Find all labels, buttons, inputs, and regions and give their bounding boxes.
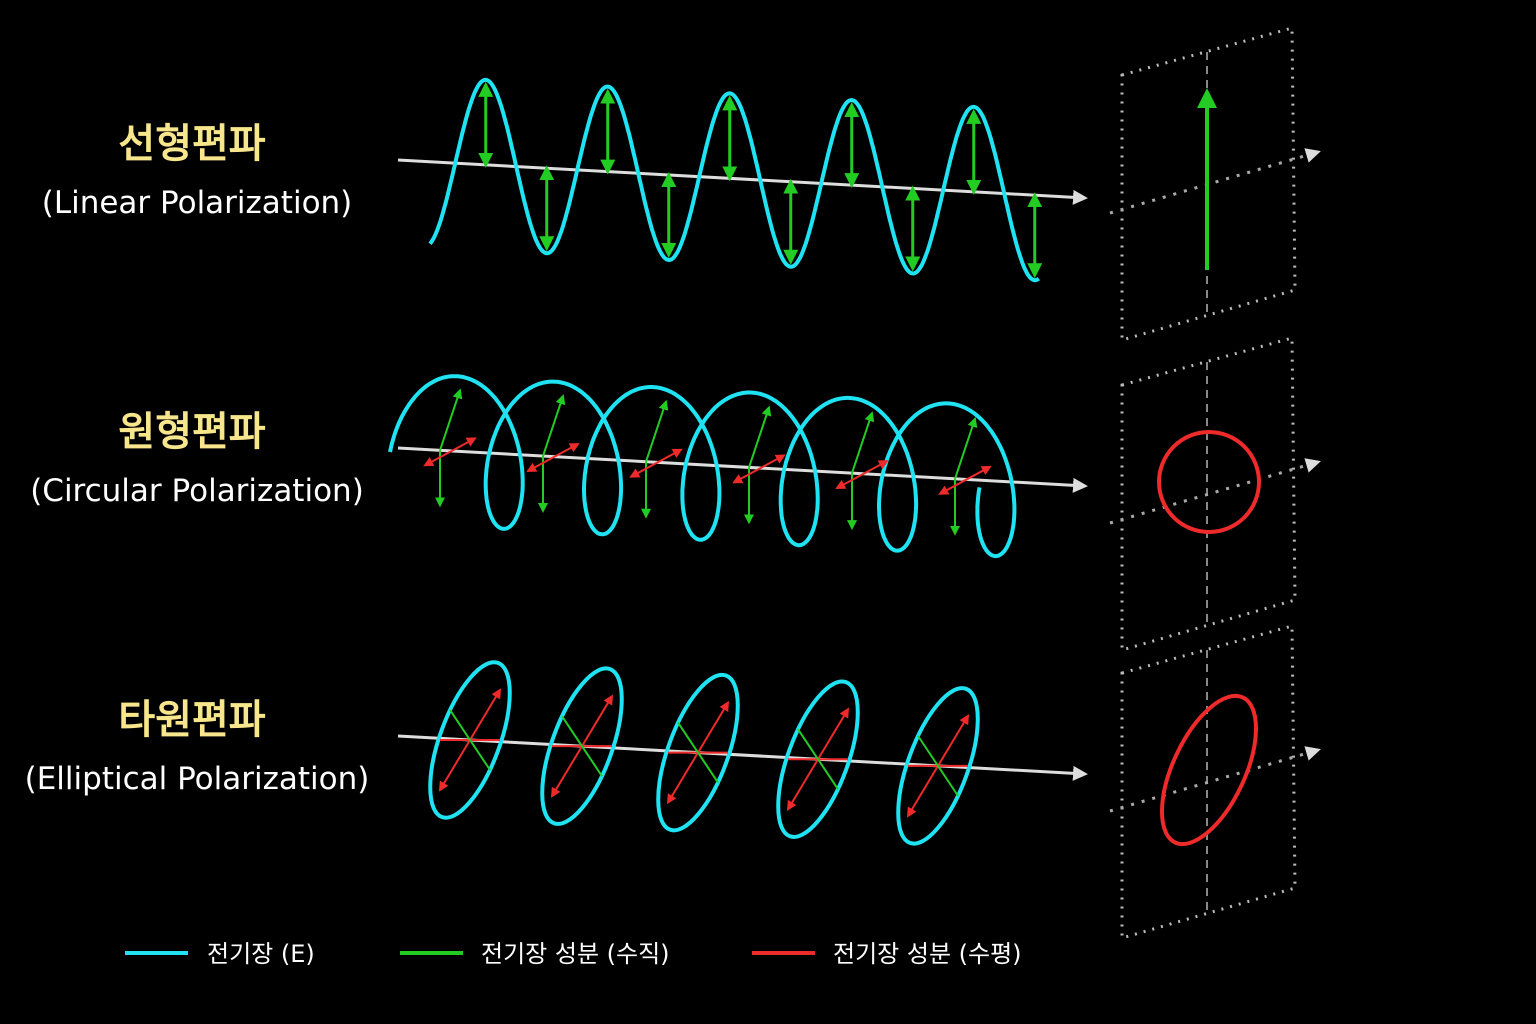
polarization-circle	[1157, 430, 1261, 534]
legend-label: 전기장 성분 (수평)	[833, 940, 1022, 968]
horizontal-component	[835, 460, 889, 490]
row-title: 타원편파	[118, 697, 265, 743]
plane-axis	[1109, 746, 1321, 813]
plane-axis	[1109, 458, 1321, 525]
vertical-component	[748, 405, 772, 468]
vertical-component	[851, 411, 875, 474]
plane-axis	[1109, 148, 1321, 215]
vertical-component	[439, 388, 463, 451]
propagation-axis	[397, 158, 1088, 205]
polarization-ellipse	[1160, 693, 1258, 847]
horizontal-component	[938, 465, 992, 495]
vertical-component	[561, 715, 603, 777]
row-subtitle: (Linear Polarization)	[42, 185, 353, 221]
projection-plane	[1120, 26, 1297, 342]
vertical-component	[542, 394, 566, 457]
horizontal-component	[732, 454, 786, 484]
projection-plane	[1120, 624, 1297, 940]
row-title: 선형편파	[118, 121, 265, 167]
vertical-component	[797, 728, 839, 790]
legend-label: 전기장 (E)	[207, 940, 315, 968]
vertical-component	[677, 722, 719, 784]
projection-plane	[1120, 336, 1297, 652]
horizontal-component	[629, 448, 683, 478]
legend-label: 전기장 성분 (수직)	[481, 940, 670, 968]
vertical-component	[954, 416, 978, 480]
propagation-axis	[397, 446, 1088, 493]
horizontal-component	[423, 437, 477, 467]
row-title: 원형편파	[118, 409, 265, 455]
row-subtitle: (Circular Polarization)	[30, 473, 364, 509]
vertical-component	[449, 709, 491, 771]
vertical-component	[645, 399, 669, 463]
horizontal-component	[526, 443, 580, 472]
vertical-component	[917, 735, 959, 797]
row-subtitle: (Elliptical Polarization)	[25, 761, 370, 797]
